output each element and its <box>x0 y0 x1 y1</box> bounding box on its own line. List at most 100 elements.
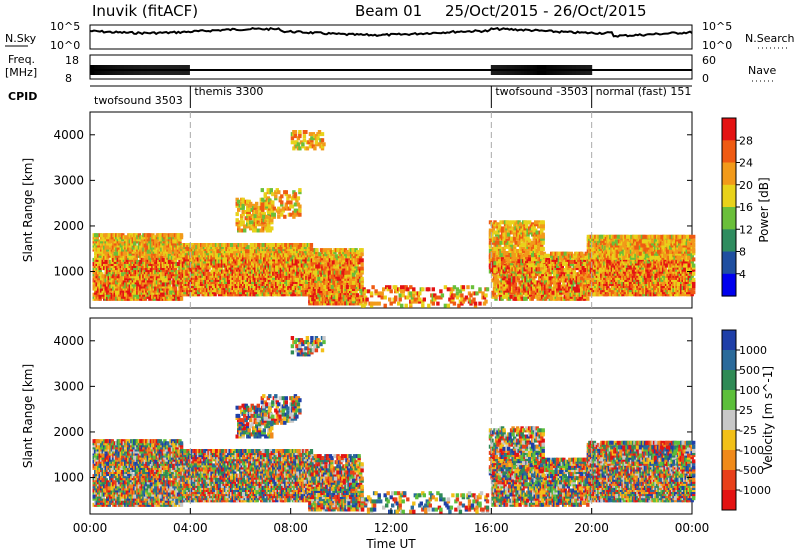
heatmap-cell <box>287 275 291 280</box>
heatmap-cell <box>290 249 294 254</box>
nave-tick-low: 0 <box>702 72 709 85</box>
heatmap-cell <box>377 291 381 296</box>
heatmap-cell <box>107 253 111 258</box>
nsearch-tick-low: 10^0 <box>702 39 732 52</box>
heatmap-cell <box>190 243 195 247</box>
heatmap-cell <box>270 249 274 254</box>
heatmap-cell <box>134 233 138 238</box>
heatmap-cell <box>179 235 184 240</box>
heatmap-cell <box>389 301 393 306</box>
nsky-tick-high: 10^5 <box>50 20 80 33</box>
heatmap-cell <box>273 271 277 276</box>
heatmap-cell <box>541 286 545 291</box>
heatmap-cell <box>374 301 378 306</box>
heatmap-cell <box>207 243 211 247</box>
heatmap-cell <box>513 282 518 287</box>
heatmap-cell <box>464 295 469 300</box>
heatmap-cell <box>163 245 167 250</box>
heatmap-cell <box>234 243 238 247</box>
heatmap-cell <box>249 249 253 254</box>
heatmap-cell <box>213 288 217 293</box>
heatmap-cell <box>128 249 132 254</box>
heatmap-cell <box>360 248 364 253</box>
heatmap-cell <box>272 292 276 297</box>
heatmap-cell <box>213 292 217 297</box>
heatmap-cell <box>275 263 279 268</box>
heatmap-cell <box>210 292 214 297</box>
cpid-label: CPID <box>8 90 37 103</box>
heatmap-cell <box>578 296 582 301</box>
heatmap-cell <box>163 239 167 244</box>
heatmap-cell <box>371 285 375 290</box>
heatmap-cell <box>172 282 176 287</box>
heatmap-cell <box>309 243 314 247</box>
heatmap-cell <box>173 266 178 271</box>
heatmap-cell <box>208 251 213 256</box>
heatmap-cell <box>380 291 384 296</box>
heatmap-cell <box>95 235 99 240</box>
heatmap-cell <box>303 249 308 254</box>
heatmap-cell <box>272 275 276 280</box>
heatmap-cell <box>382 287 386 292</box>
heatmap-cell <box>401 289 405 294</box>
heatmap-cell <box>151 239 155 244</box>
heatmap-cell <box>189 249 193 254</box>
heatmap-cell <box>178 249 182 254</box>
heatmap-cell <box>484 299 488 304</box>
heatmap-cell <box>186 249 190 254</box>
heatmap-cell <box>116 245 120 250</box>
heatmap-cell <box>446 287 451 292</box>
heatmap-cell <box>296 243 300 247</box>
heatmap-cell <box>101 253 105 258</box>
heatmap-cell <box>131 239 135 244</box>
heatmap-cell <box>383 295 387 300</box>
heatmap-cell <box>266 243 270 247</box>
heatmap-cell <box>128 233 132 238</box>
heatmap-cell <box>245 243 249 247</box>
heatmap-cell <box>255 255 259 260</box>
nsky-trace <box>89 26 693 38</box>
heatmap-cell <box>143 253 148 258</box>
heatmap-cell <box>439 289 443 294</box>
heatmap-cell <box>149 278 154 283</box>
heatmap-cell <box>473 301 478 306</box>
heatmap-cell <box>98 294 102 299</box>
heatmap-cell <box>550 296 554 301</box>
heatmap-cell <box>100 272 104 277</box>
heatmap-cell <box>140 253 145 258</box>
heatmap-cell <box>288 243 293 247</box>
heatmap-cell <box>246 251 250 256</box>
heatmap-cell <box>248 288 252 293</box>
heatmap-cell <box>355 250 360 255</box>
heatmap-cell <box>586 296 590 301</box>
heatmap-cell <box>494 274 498 279</box>
nsearch-label: N.Search <box>745 32 795 45</box>
heatmap-cell <box>418 291 422 296</box>
heatmap-cell <box>383 303 387 308</box>
heatmap-cell <box>211 249 216 254</box>
heatmap-cell <box>366 289 371 294</box>
heatmap-cell <box>176 239 181 244</box>
heatmap-cell <box>466 285 470 290</box>
heatmap-cell <box>124 274 128 279</box>
heatmap-cell <box>220 245 225 250</box>
heatmap-cell <box>95 239 99 244</box>
heatmap-cell <box>507 274 512 279</box>
nave-tick-high: 60 <box>702 54 716 67</box>
heatmap-cell <box>148 233 152 238</box>
heatmap-cell <box>569 259 573 264</box>
heatmap-cell <box>509 294 513 299</box>
beam-title: Beam 01 <box>355 2 422 20</box>
heatmap-cell <box>167 253 172 258</box>
heatmap-cell <box>536 296 540 301</box>
freq-tick-low: 8 <box>65 72 72 85</box>
heatmap-cell <box>110 249 114 254</box>
heatmap-cell <box>284 243 288 247</box>
heatmap-cell <box>140 235 145 240</box>
heatmap-cell <box>572 270 576 275</box>
cpid-segment-label: twofsound -3503 <box>495 85 588 98</box>
heatmap-cell <box>360 276 364 281</box>
heatmap-cell <box>409 285 413 290</box>
heatmap-cell <box>151 233 155 238</box>
